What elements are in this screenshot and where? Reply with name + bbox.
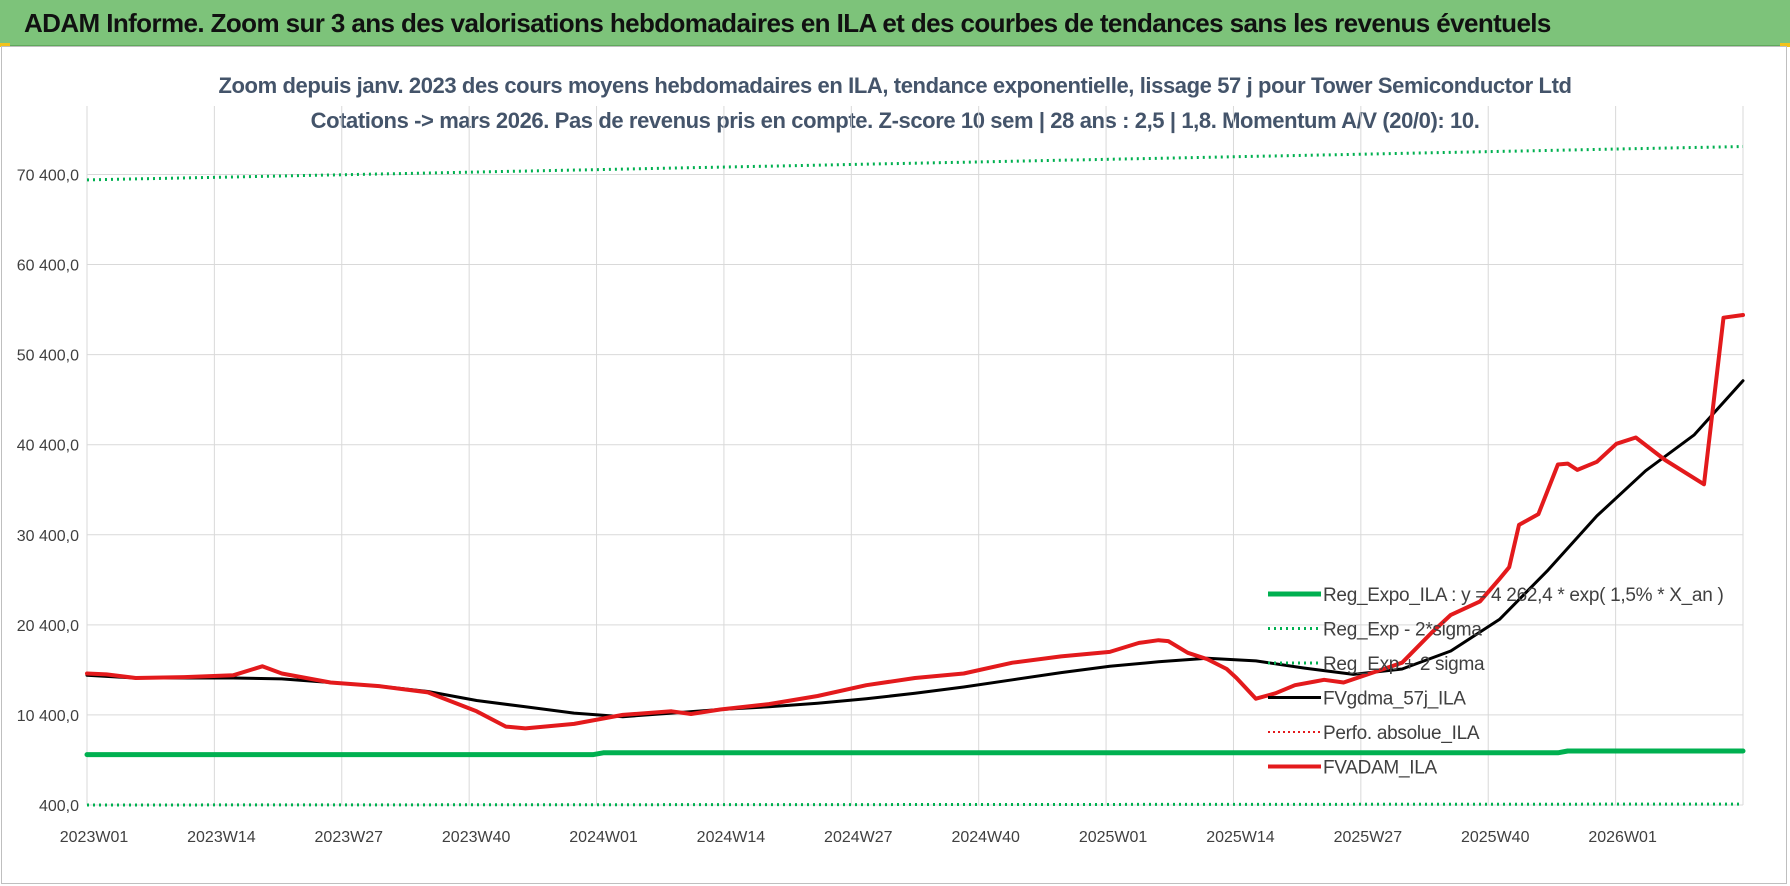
x-tick-label: 2023W01 (60, 829, 129, 846)
y-axis-labels: 400,0 10 400,0 20 400,0 30 400,0 40 400,0 50 … (17, 167, 79, 815)
corner-mark-left (0, 43, 10, 47)
chart-frame (1, 46, 1787, 884)
y-tick-label: 70 400,0 (17, 167, 79, 184)
x-tick-label: 2024W40 (951, 829, 1020, 846)
y-tick-label: 30 400,0 (17, 528, 79, 545)
x-tick-label: 2026W01 (1588, 829, 1657, 846)
series-line-3 (85, 379, 1745, 719)
y-tick-label: 10 400,0 (17, 708, 79, 725)
series-line-5 (85, 313, 1745, 731)
chart-legend: Reg_Expo_ILA : y = 4 262,4 * exp( 1,5% *… (1268, 585, 1724, 779)
x-axis-labels: 2023W01 2023W14 2023W27 2023W40 2024W01 2024W… (60, 829, 1657, 846)
series-line-0 (84, 748, 1746, 758)
series-line-2 (86, 145, 1744, 182)
y-tick-label: 400,0 (39, 798, 79, 815)
legend-label-2: Reg_Exp + 2 sigma (1323, 654, 1485, 675)
x-tick-label: 2024W27 (824, 829, 893, 846)
x-tick-label: 2023W27 (315, 829, 384, 846)
report-title: ADAM Informe. Zoom sur 3 ans des valoris… (24, 8, 1551, 38)
y-tick-label: 40 400,0 (17, 438, 79, 455)
x-tick-label: 2024W14 (697, 829, 766, 846)
chart-series (84, 145, 1746, 807)
legend-label-3: FVgdma_57j_ILA (1323, 689, 1466, 710)
x-tick-label: 2025W14 (1206, 829, 1275, 846)
series-line-1 (86, 802, 1744, 807)
chart-gridlines (86, 106, 1744, 806)
legend-label-4: Perfo. absolue_ILA (1323, 723, 1480, 744)
x-tick-label: 2025W27 (1334, 829, 1403, 846)
legend-label-1: Reg_Exp - 2*sigma (1323, 620, 1482, 641)
y-tick-label: 20 400,0 (17, 618, 79, 635)
chart-title-line-1: Zoom depuis janv. 2023 des cours moyens … (218, 73, 1571, 98)
x-tick-label: 2024W01 (569, 829, 638, 846)
legend-label-0: Reg_Expo_ILA : y = 4 262,4 * exp( 1,5% *… (1323, 585, 1723, 606)
report-header: ADAM Informe. Zoom sur 3 ans des valoris… (0, 0, 1790, 46)
legend-label-5: FVADAM_ILA (1323, 758, 1437, 779)
y-tick-label: 60 400,0 (17, 258, 79, 275)
chart-title-line-2: Cotations -> mars 2026. Pas de revenus p… (311, 108, 1480, 133)
x-tick-label: 2025W40 (1461, 829, 1530, 846)
x-tick-label: 2025W01 (1079, 829, 1148, 846)
x-tick-label: 2023W14 (187, 829, 256, 846)
x-tick-label: 2023W40 (442, 829, 511, 846)
y-tick-label: 50 400,0 (17, 348, 79, 365)
corner-mark-right (1780, 43, 1790, 47)
